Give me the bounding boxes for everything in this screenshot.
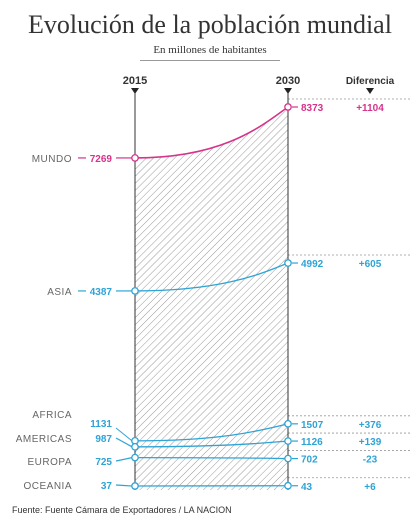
value-2030-mundo: 8373 [301,103,324,114]
value-2015-asia: 4387 [90,287,113,298]
series-name-asia: ASIA [47,287,72,298]
value-2015-mundo: 7269 [90,154,113,165]
series-line-europa [134,456,289,460]
diff-header-marker [366,88,374,94]
point-2015-europa [131,453,139,462]
value-2015-africa: 1131 [90,419,112,430]
diff-africa: +376 [359,420,382,431]
series-name-africa: AFRICA [32,410,72,421]
source-note: Fuente: Fuente Cámara de Exportadores / … [12,505,232,515]
point-2015-oceania [131,482,139,490]
series-line-asia [134,262,289,292]
value-2015-oceania: 37 [101,481,113,492]
diff-header: Diferencia [346,76,395,87]
value-2030-oceania: 43 [301,482,313,493]
point-2030-europa [284,454,292,463]
series-line-mundo [134,106,289,159]
series-name-americas: AMERICAS [16,434,72,445]
point-2015-americas [131,442,139,451]
point-2015-mundo [131,154,139,162]
leader-europa [115,457,133,462]
year-label-2030-marker [284,88,292,94]
point-2030-asia [284,259,292,267]
series-name-europa: EUROPA [28,457,73,468]
value-2030-asia: 4992 [301,259,324,270]
hatched-area [135,107,288,490]
point-2030-americas [284,437,292,445]
value-2030-americas: 1126 [301,437,323,448]
value-2015-americas: 987 [95,434,112,445]
value-2015-europa: 725 [95,457,112,468]
series-line-americas [134,440,289,448]
diff-americas: +139 [359,437,382,448]
diff-oceania: +6 [364,482,376,493]
point-2030-oceania [284,481,292,490]
leader-americas [115,437,133,448]
diff-mundo: +1104 [356,103,384,114]
chart-title: Evolución de la población mundial [28,10,392,39]
year-label-2015-marker [131,88,139,94]
diff-asia: +605 [359,259,382,270]
series-line-africa [134,423,289,442]
value-2030-europa: 702 [301,455,318,466]
point-2030-africa [284,419,292,428]
chart-subtitle: En millones de habitantes [153,44,267,56]
series-name-mundo: MUNDO [32,154,72,165]
diff-europa: -23 [363,455,378,466]
point-2030-mundo [284,103,292,111]
point-2015-asia [131,287,139,295]
year-label-2015: 2015 [123,75,147,87]
subtitle-underline [140,60,280,61]
leader-africa [115,427,133,442]
leader-oceania [115,484,133,487]
series-name-oceania: OCEANIA [23,481,72,492]
value-2030-africa: 1507 [301,420,324,431]
year-label-2030: 2030 [276,75,300,87]
